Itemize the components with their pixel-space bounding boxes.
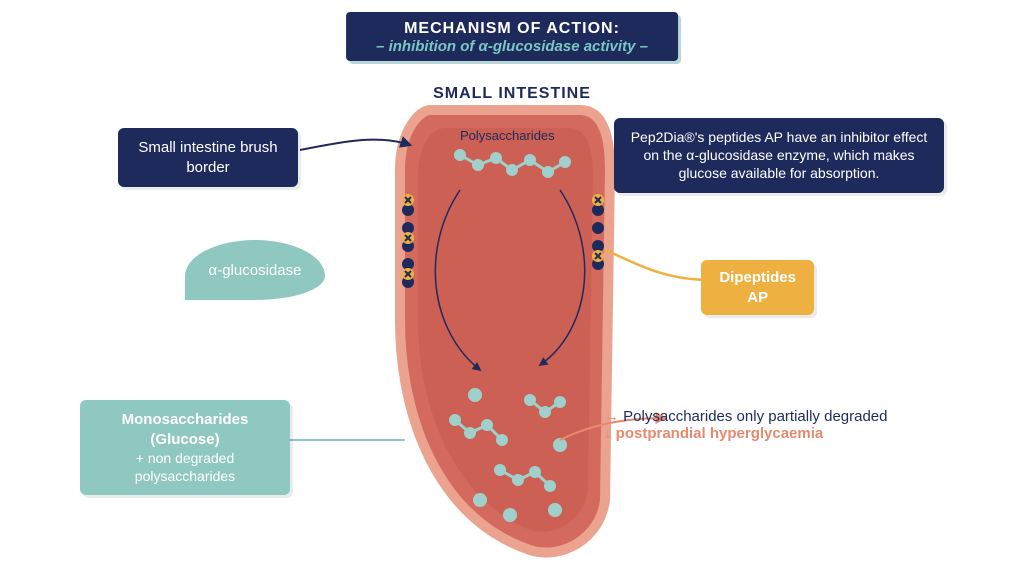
result-arrow-icon: → <box>604 408 623 425</box>
mono-title: Monosaccharides (Glucose) <box>94 410 276 449</box>
polysaccharides-label: Polysaccharides <box>460 128 555 143</box>
mono-sub: + non degraded polysaccharides <box>94 449 276 485</box>
description-label: Pep2Dia®'s peptides AP have an inhibitor… <box>614 118 944 193</box>
brush-border-label: Small intestine brush border <box>118 128 298 187</box>
dipeptides-label: DipeptidesAP <box>701 260 814 315</box>
result-text: → Polysaccharides only partially degrade… <box>604 408 964 442</box>
result-line1: Polysaccharides only partially degraded <box>623 408 887 425</box>
monosaccharides-label: Monosaccharides (Glucose) + non degraded… <box>80 400 290 495</box>
dipeptides-text: DipeptidesAP <box>719 269 796 306</box>
result-line2: ↓ postprandial hyperglycaemia <box>604 425 823 442</box>
